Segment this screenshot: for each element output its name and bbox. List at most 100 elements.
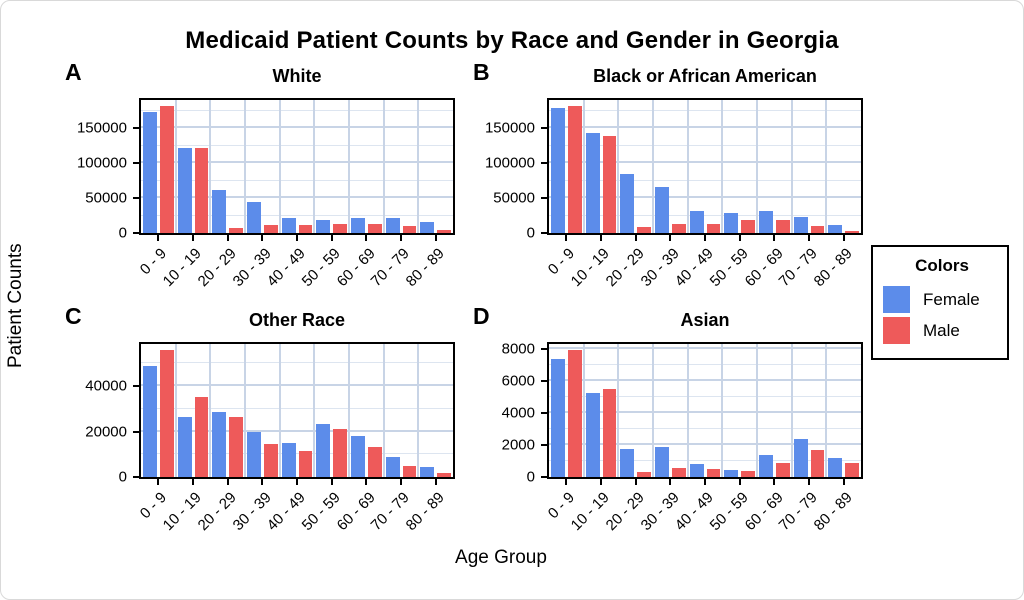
gridline-x-boundary-5 bbox=[721, 344, 724, 477]
x-tick-label-7: 70 - 79 bbox=[775, 489, 822, 535]
panel-c-gridlines bbox=[141, 344, 453, 477]
y-tick-label-20000: 20000 bbox=[85, 423, 127, 441]
panel-b-body: 0 50000 100000 150000 bbox=[479, 98, 863, 242]
panel-c-other-race: C Other Race 0 20000 40000 0 - 9 10 - 19 20 … bbox=[65, 301, 455, 543]
x-tick-label-3: 30 - 39 bbox=[637, 245, 683, 291]
y-axis-label: Patient Counts bbox=[5, 243, 26, 369]
y-tick-label-50000: 50000 bbox=[493, 189, 535, 207]
panel-a-y-axis: 0 50000 100000 150000 bbox=[71, 98, 139, 242]
x-tick-label-8: 80 - 89 bbox=[402, 489, 448, 535]
x-tick-label-4: 40 - 49 bbox=[671, 245, 718, 291]
x-tick-mark-3 bbox=[669, 235, 672, 241]
y-tick-mark-150000 bbox=[133, 127, 139, 129]
x-tick-mark-5 bbox=[738, 235, 741, 241]
gridline-x-boundary-2 bbox=[617, 344, 620, 477]
y-tick-mark-0 bbox=[541, 232, 547, 234]
legend-label-male: Male bbox=[923, 320, 960, 340]
gridline-y-5000 bbox=[549, 395, 861, 397]
x-tick-label-2: 20 - 29 bbox=[602, 245, 648, 291]
bar-female-10-19 bbox=[585, 392, 600, 477]
gridline-x-boundary-1 bbox=[174, 100, 177, 233]
gridline-y-100000 bbox=[141, 161, 453, 163]
bar-male-20-29 bbox=[229, 227, 244, 233]
y-tick-label-50000: 50000 bbox=[85, 189, 127, 207]
bar-group-10-19 bbox=[584, 100, 619, 233]
bar-male-60-69 bbox=[367, 447, 382, 477]
bar-group-80-89 bbox=[418, 344, 453, 477]
bar-female-0-9 bbox=[550, 107, 565, 233]
bar-group-50-59 bbox=[314, 344, 349, 477]
gridline-x-boundary-1 bbox=[174, 344, 177, 477]
gridline-y-10000 bbox=[141, 453, 453, 455]
x-tick-mark-1 bbox=[192, 235, 194, 241]
gridline-y-25000 bbox=[141, 214, 453, 216]
x-tick-mark-6 bbox=[365, 235, 368, 241]
bar-female-50-59 bbox=[316, 423, 331, 477]
legend-label-female: Female bbox=[923, 289, 980, 309]
y-tick-label-0: 0 bbox=[118, 224, 127, 242]
bar-female-20-29 bbox=[212, 412, 227, 477]
x-tick-mark-6 bbox=[773, 479, 776, 485]
bar-group-70-79 bbox=[384, 344, 419, 477]
bar-group-40-49 bbox=[688, 100, 723, 233]
y-tick-label-0: 0 bbox=[118, 468, 127, 486]
bar-male-40-49 bbox=[706, 224, 721, 233]
bar-group-40-49 bbox=[688, 344, 723, 477]
bar-female-30-39 bbox=[246, 431, 261, 477]
y-tick-mark-40000 bbox=[133, 385, 139, 388]
y-tick-mark-0 bbox=[133, 232, 139, 234]
bar-female-70-79 bbox=[385, 456, 400, 477]
bar-female-20-29 bbox=[620, 174, 635, 233]
gridline-x-boundary-1 bbox=[582, 100, 585, 233]
gridline-x-boundary-4 bbox=[686, 344, 689, 477]
gridline-y-175000 bbox=[141, 109, 453, 111]
gridline-x-boundary-6 bbox=[348, 344, 350, 477]
y-tick-label-4000: 4000 bbox=[501, 404, 535, 422]
panel-a-plot-area bbox=[139, 98, 455, 235]
y-tick-label-100000: 100000 bbox=[484, 154, 535, 172]
bar-group-20-29 bbox=[618, 344, 653, 477]
bar-group-60-69 bbox=[349, 100, 384, 233]
bar-male-0-9 bbox=[567, 350, 582, 477]
panel-d-gridlines bbox=[549, 344, 861, 477]
y-tick-mark-0 bbox=[541, 476, 547, 478]
x-tick-mark-0 bbox=[565, 479, 568, 485]
x-tick-mark-0 bbox=[565, 235, 568, 241]
x-tick-mark-4 bbox=[704, 235, 706, 241]
bar-group-40-49 bbox=[280, 344, 315, 477]
gridline-x-boundary-1 bbox=[582, 344, 585, 477]
gridline-y-7000 bbox=[549, 363, 861, 365]
gridline-y-150000 bbox=[549, 126, 861, 128]
bar-group-50-59 bbox=[314, 100, 349, 233]
gridline-x-boundary-2 bbox=[617, 100, 620, 233]
gridline-y-6000 bbox=[549, 378, 861, 381]
x-tick-label-3: 30 - 39 bbox=[229, 489, 275, 535]
gridline-x-boundary-3 bbox=[244, 100, 246, 233]
legend-item-female: Female bbox=[883, 284, 1001, 315]
x-tick-label-7: 70 - 79 bbox=[367, 245, 414, 291]
x-tick-mark-3 bbox=[261, 235, 264, 241]
bar-group-80-89 bbox=[826, 100, 861, 233]
x-tick-mark-7 bbox=[400, 479, 402, 485]
bar-male-50-59 bbox=[741, 219, 756, 233]
gridline-x-boundary-8 bbox=[825, 100, 828, 233]
x-tick-label-4: 40 - 49 bbox=[263, 489, 310, 535]
panel-a-gridlines bbox=[141, 100, 453, 233]
gridline-y-125000 bbox=[549, 144, 861, 146]
gridline-y-25000 bbox=[549, 214, 861, 216]
panel-d-bars bbox=[549, 344, 861, 477]
x-tick-mark-3 bbox=[261, 479, 264, 485]
bar-male-30-39 bbox=[263, 224, 278, 233]
x-tick-label-8: 80 - 89 bbox=[810, 245, 856, 291]
y-tick-label-150000: 150000 bbox=[484, 119, 535, 137]
x-tick-mark-0 bbox=[157, 235, 160, 241]
bar-female-40-49 bbox=[689, 210, 704, 233]
bar-female-80-89 bbox=[420, 221, 435, 233]
gridline-x-boundary-8 bbox=[417, 100, 420, 233]
y-tick-mark-50000 bbox=[541, 197, 547, 199]
bar-male-80-89 bbox=[437, 473, 452, 477]
panel-d-asian: D Asian 0 2000 4000 6000 8000 0 - 9 10 - 19 20… bbox=[473, 301, 863, 543]
gridline-y-50000 bbox=[549, 196, 861, 198]
bar-group-40-49 bbox=[280, 100, 315, 233]
